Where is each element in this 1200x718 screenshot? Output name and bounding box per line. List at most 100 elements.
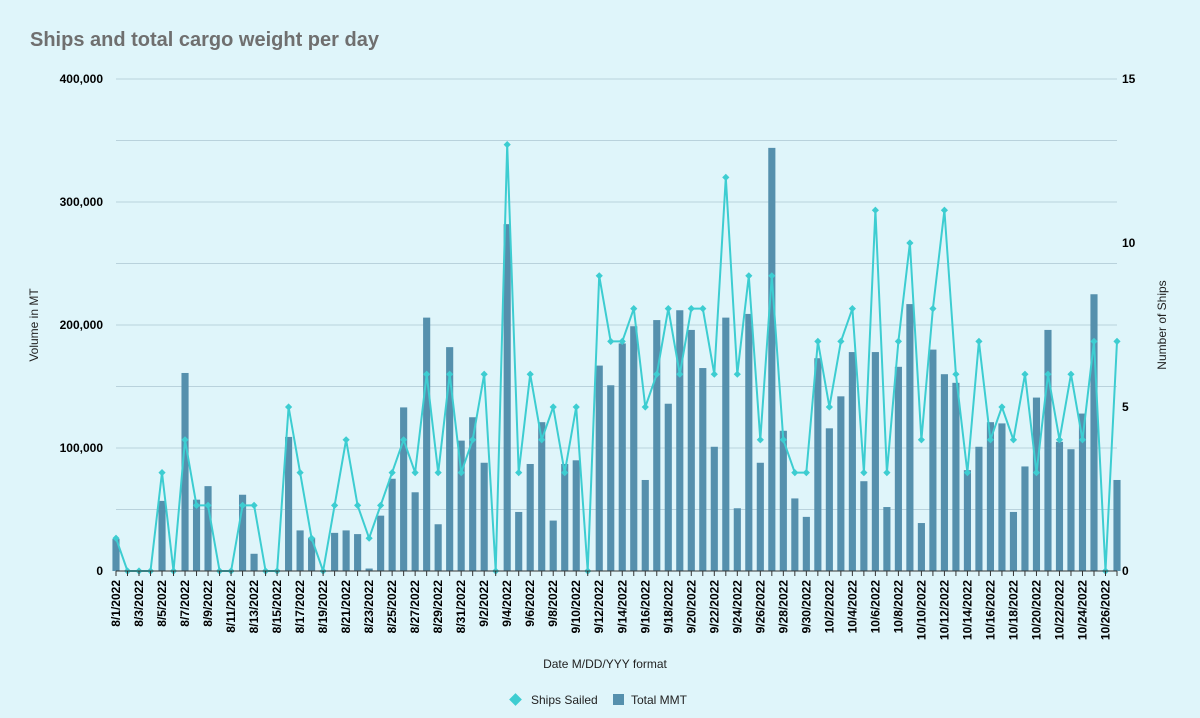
legend-item-ships-sailed: Ships Sailed — [509, 693, 598, 707]
line-series-ships-sailed — [112, 141, 1121, 575]
bar — [1113, 479, 1121, 571]
x-tick-label: 10/18/2022 — [1006, 580, 1020, 640]
bar — [388, 478, 396, 571]
ships-point — [595, 272, 603, 280]
ships-point — [1113, 337, 1121, 345]
legend-label-ships-sailed: Ships Sailed — [531, 693, 598, 707]
x-tick-label: 10/2/2022 — [822, 580, 836, 634]
x-tick-label: 9/12/2022 — [592, 580, 606, 634]
x-tick-label: 9/26/2022 — [753, 580, 767, 634]
ships-point — [664, 305, 672, 313]
ships-point — [400, 436, 408, 444]
ships-point — [158, 469, 166, 477]
legend-marker-ships-sailed — [509, 693, 522, 706]
bar — [929, 349, 937, 571]
x-tick-label: 8/27/2022 — [408, 580, 422, 634]
y2-tick-label: 10 — [1122, 236, 1136, 250]
x-tick-label: 10/6/2022 — [868, 580, 882, 634]
x-tick-label: 9/24/2022 — [730, 580, 744, 634]
ships-point — [388, 469, 396, 477]
ships-point — [676, 370, 684, 378]
ships-point — [814, 337, 822, 345]
ships-point — [825, 403, 833, 411]
ships-point — [561, 469, 569, 477]
ships-point — [480, 370, 488, 378]
x-tick-label: 8/1/2022 — [109, 580, 123, 627]
x-tick-label: 8/29/2022 — [431, 580, 445, 634]
legend: Ships Sailed Total MMT — [509, 693, 688, 707]
x-tick-label: 8/13/2022 — [247, 580, 261, 634]
bar — [308, 537, 316, 571]
x-tick-label: 9/6/2022 — [523, 580, 537, 627]
ships-point — [515, 469, 523, 477]
bar — [745, 313, 753, 571]
bar — [457, 440, 465, 571]
chart-title: Ships and total cargo weight per day — [30, 29, 380, 51]
ships-point — [963, 469, 972, 477]
ships-point — [745, 272, 753, 280]
bar — [860, 481, 868, 571]
bar — [1078, 413, 1087, 571]
ships-point — [733, 370, 741, 378]
x-tick-label: 9/10/2022 — [569, 580, 583, 634]
x-tick-label: 8/31/2022 — [454, 580, 468, 634]
ships-point — [906, 239, 914, 247]
x-tick-label: 9/8/2022 — [546, 580, 560, 627]
x-tick-label: 9/22/2022 — [707, 580, 721, 634]
bar — [940, 374, 948, 571]
ships-point — [423, 370, 431, 378]
ships-point — [687, 305, 695, 313]
bar — [618, 343, 626, 571]
ships-point — [883, 469, 891, 477]
bar — [848, 352, 856, 571]
ships-point — [1021, 370, 1029, 378]
ships-point — [791, 469, 799, 477]
x-tick-label: 10/16/2022 — [983, 580, 997, 640]
x-tick-label: 8/3/2022 — [132, 580, 146, 627]
ships-point — [1044, 370, 1052, 378]
bar — [354, 534, 362, 571]
x-tick-label: 8/7/2022 — [178, 580, 192, 627]
ships-point — [342, 436, 350, 444]
ships-line — [115, 143, 1118, 572]
bar — [699, 368, 707, 571]
ships-point — [411, 469, 419, 477]
bar — [526, 463, 534, 571]
bar — [825, 428, 833, 571]
ships-point — [307, 534, 316, 542]
bar — [975, 446, 983, 571]
ships-point — [457, 469, 465, 477]
x-tick-label: 10/14/2022 — [960, 580, 974, 640]
ships-point — [354, 501, 362, 509]
y-tick-label: 300,000 — [60, 195, 104, 209]
ships-point — [284, 403, 293, 411]
ships-point — [549, 403, 557, 411]
gridlines — [116, 78, 1117, 510]
bar — [630, 326, 638, 571]
bar — [411, 492, 419, 571]
x-tick-label: 8/21/2022 — [339, 580, 353, 634]
bar — [917, 523, 925, 571]
bar — [538, 422, 546, 571]
ships-point — [618, 337, 626, 345]
bar — [733, 508, 741, 571]
ships-point — [653, 370, 661, 378]
bar — [1032, 397, 1041, 571]
ships-point — [365, 534, 373, 542]
x-tick-label: 9/2/2022 — [477, 580, 491, 627]
ships-point — [1090, 337, 1098, 345]
bar — [365, 568, 373, 571]
y2-tick-label: 5 — [1122, 400, 1129, 414]
ships-point — [630, 305, 638, 313]
ships-point — [929, 305, 937, 313]
bar — [791, 498, 799, 571]
bar — [768, 147, 776, 571]
ships-point — [296, 469, 304, 477]
ships-point — [572, 403, 580, 411]
ships-point — [607, 337, 615, 345]
ships-point — [250, 501, 258, 509]
ships-point — [503, 141, 511, 149]
bar — [1055, 441, 1064, 571]
ships-point — [860, 469, 868, 477]
bar — [641, 479, 649, 571]
